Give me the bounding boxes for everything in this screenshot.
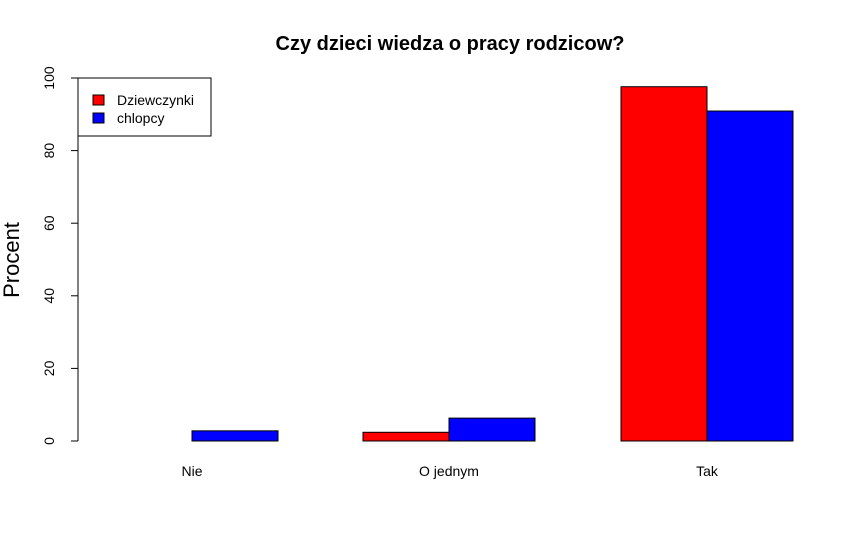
x-tick-label-2: Tak: [696, 463, 719, 479]
bar-dziewczynki-1: [362, 431, 450, 442]
y-tick-label-60: 60: [41, 215, 57, 231]
legend: Dziewczynki chlopcy: [77, 77, 212, 137]
x-tick-label-0: Nie: [181, 463, 202, 479]
legend-swatch-chlopcy: [92, 112, 105, 124]
legend-label-dziewczynki: Dziewczynki: [117, 92, 194, 108]
x-tick-labels: Nie O jednym Tak: [181, 463, 718, 479]
bar-chlopcy-2: [706, 110, 794, 442]
y-axis: 0 20 40 60 80 100: [41, 66, 79, 445]
bar-chlopcy-0: [191, 430, 279, 442]
y-axis-label: Procent: [0, 222, 24, 298]
y-tick-label-100: 100: [41, 66, 57, 90]
legend-swatch-dziewczynki: [92, 94, 105, 106]
chart-title: Czy dzieci wiedza o pracy rodzicow?: [276, 33, 625, 55]
bar-chlopcy-1: [448, 417, 536, 442]
y-tick-label-0: 0: [41, 437, 57, 445]
y-tick-label-20: 20: [41, 360, 57, 376]
legend-box: [77, 77, 212, 137]
legend-label-chlopcy: chlopcy: [117, 110, 164, 126]
y-tick-label-80: 80: [41, 143, 57, 159]
x-tick-label-1: O jednym: [419, 463, 479, 479]
bars-group: [191, 86, 794, 442]
y-tick-label-40: 40: [41, 288, 57, 304]
bar-dziewczynki-2: [620, 86, 708, 442]
